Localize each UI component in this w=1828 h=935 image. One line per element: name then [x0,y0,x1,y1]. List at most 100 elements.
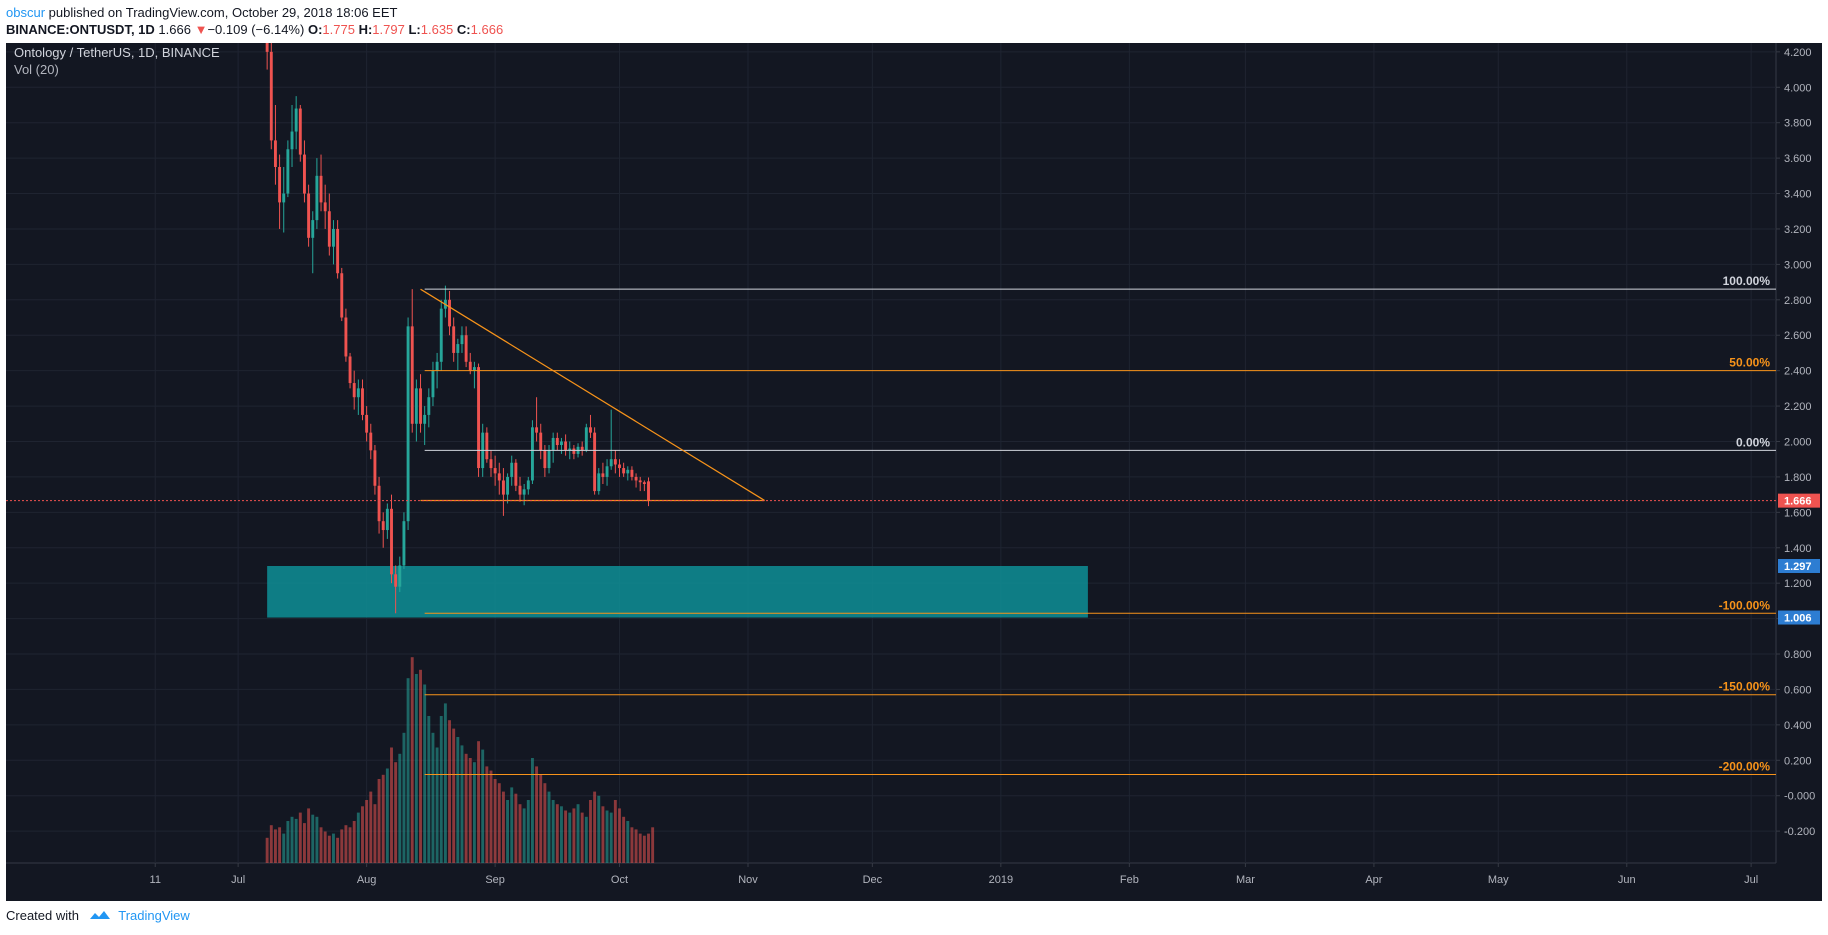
candle-body [381,521,385,531]
volume-bar [303,823,306,863]
last-price: 1.666 [158,22,191,37]
volume-bar [601,806,605,863]
quote-line: BINANCE:ONTUSDT, 1D 1.666 ▼−0.109 (−6.14… [6,21,503,38]
tradingview-link[interactable]: TradingView [118,908,190,923]
candle-body [485,432,489,460]
volume-bar [307,808,311,863]
candle-body [435,361,439,371]
y-tick-label: 2.000 [1784,436,1812,448]
y-tick-label: 2.400 [1784,366,1812,378]
candle-body [419,388,422,424]
candle-body [344,317,348,357]
volume-bar [576,804,580,863]
chart-area[interactable]: 4.200 4.000 3.800 3.600 3.400 3.200 3.000 2.800… [6,34,1822,901]
y-tick-label: 1.600 [1784,507,1812,519]
zone-bottom-tag: 1.006 [1784,613,1812,625]
volume-bar [651,827,655,863]
candle-body [410,326,414,424]
candle-body [406,326,410,522]
zone-bottom-tag-background [1778,610,1820,625]
volume-bar [638,833,642,863]
candle-body [323,202,327,212]
volume-bar [265,837,269,863]
volume-bar [431,732,435,863]
created-with-label: Created with [6,908,79,923]
x-tick-label: Mar [1236,874,1255,886]
volume-bar [365,800,369,863]
volume-bar [269,825,273,863]
volume-bar [630,827,634,863]
publish-info: published on TradingView.com, October 29… [45,5,398,20]
candle-body [647,481,650,501]
volume-bar [605,810,609,863]
volume-bar [290,816,294,863]
volume-bar [547,791,551,863]
y-tick-label: 3.400 [1784,189,1812,201]
candle-body [589,427,592,433]
candle-body [518,485,522,495]
last-price-tag: 1.666 [1784,496,1812,508]
x-tick-label: Oct [611,874,628,886]
y-tick-label: -0.000 [1784,791,1815,803]
price-axis-background [1776,43,1822,901]
volume-bar [381,774,385,863]
candle-body [423,414,427,424]
volume-bar [315,816,319,863]
candle-body [298,108,302,155]
y-tick-label: 1.400 [1784,543,1812,555]
candle-body [501,480,505,495]
volume-bar [622,816,626,863]
x-tick-label: Jun [1618,874,1636,886]
volume-bar [485,766,489,863]
candle-body [431,370,435,398]
volume-bar [460,745,464,863]
volume-bar [452,728,456,863]
candle-body [609,459,613,467]
candle-body [385,508,389,531]
candle-body [543,450,547,469]
y-tick-label: 0.200 [1784,755,1812,767]
volume-bar [377,779,381,863]
price-chart[interactable]: 4.200 4.000 3.800 3.600 3.400 3.200 3.000 2.800… [6,34,1822,901]
volume-bar [526,800,530,863]
volume-bar [398,753,402,863]
volume-bar [522,808,526,863]
volume-bar [385,768,389,863]
candle-body [622,468,626,474]
volume-bar [336,837,340,863]
x-tick-label: 11 [150,874,161,886]
y-tick-label: 2.600 [1784,330,1812,342]
volume-bar [294,818,298,863]
y-tick-label: 0.800 [1784,649,1812,661]
candle-body [398,565,402,587]
volume-bar [564,810,568,863]
volume-bar [369,791,373,863]
candle-body [311,220,315,238]
x-tick-label: Feb [1120,874,1139,886]
open-label: O: [307,22,323,37]
fib-level-label: -200.00% [1719,759,1771,773]
volume-indicator-label: Vol (20) [14,62,59,77]
volume-bar [435,747,439,863]
volume-bar [555,804,559,863]
author-link[interactable]: obscur [6,5,46,20]
x-tick-label: Apr [1365,874,1382,886]
volume-bar [489,770,493,863]
candle-body [530,427,534,481]
candle-body [613,459,617,465]
candle-body [369,432,373,451]
y-tick-label: 2.200 [1784,401,1812,413]
volume-bar [568,812,572,863]
down-arrow-icon: ▼ [194,22,208,37]
volume-bar [551,800,555,863]
candle-body [361,388,364,415]
candle-body [327,211,331,247]
volume-bar [589,800,592,863]
tradingview-logo-icon[interactable] [89,909,111,924]
volume-bar [506,800,510,863]
candle-body [497,473,501,481]
candle-body [427,397,431,415]
volume-bar [427,716,431,863]
candle-body [634,476,638,481]
y-tick-label: 4.000 [1784,82,1812,94]
